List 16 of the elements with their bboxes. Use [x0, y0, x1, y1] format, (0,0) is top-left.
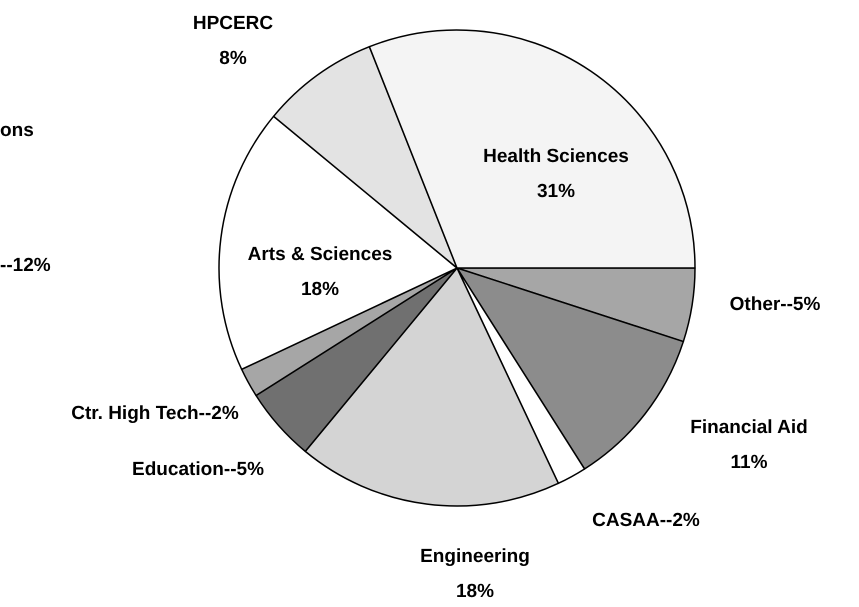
slice-label: Education--5%: [132, 459, 264, 480]
text: ons: [0, 120, 34, 141]
text: --12%: [0, 255, 51, 276]
data-label: 11%: [730, 452, 768, 473]
slice-label: Engineering: [420, 546, 530, 567]
slice-label: Arts & Sciences: [248, 244, 392, 265]
data-label: 8%: [219, 48, 247, 69]
slice-label: CASAA--2%: [592, 510, 700, 531]
slice-label: Ctr. High Tech--2%: [71, 403, 239, 424]
slice-label: Other--5%: [730, 294, 820, 315]
data-label: 18%: [300, 279, 340, 300]
slice-label: Financial Aid: [690, 417, 808, 438]
slice-label: HPCERC: [192, 13, 274, 34]
data-label: 31%: [536, 181, 576, 202]
slice-label: Health Sciences: [483, 146, 629, 167]
data-label: 18%: [456, 581, 494, 602]
